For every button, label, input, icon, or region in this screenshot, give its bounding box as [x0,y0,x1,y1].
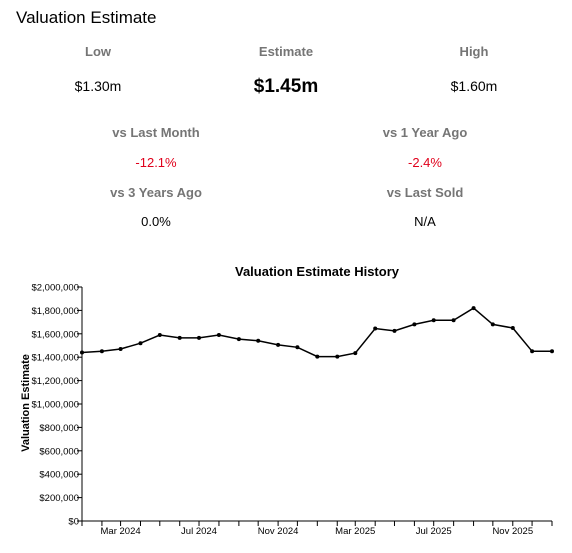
y-tick-label: $1,200,000 [31,376,79,387]
data-point [197,335,201,340]
data-point [138,341,143,346]
data-point [276,342,281,347]
low-value: $1.30m [74,78,122,94]
data-point [335,354,340,359]
data-point [157,333,162,337]
data-point [295,345,300,350]
y-tick-label: $800,000 [39,423,79,434]
plot-area [80,306,554,359]
x-tick-label: Jul 2025 [416,526,452,537]
y-tick-label: $2,000,000 [31,283,79,294]
y-tick-label: $600,000 [39,446,79,457]
data-point [392,328,397,333]
estimate-label: Estimate [258,44,314,59]
data-point [373,326,378,331]
series-line [81,307,552,358]
x-tick-label: Jul 2024 [181,526,217,537]
data-point [451,318,456,323]
high-label: High [459,44,489,59]
vs-3-years-ago-value: 0.0% [141,214,171,229]
data-point [490,322,495,327]
y-tick-label: $1,600,000 [31,329,79,340]
data-point [550,349,554,354]
data-point [412,322,417,327]
vs-1-year-ago-label: vs 1 Year Ago [382,125,468,140]
data-point [80,350,84,355]
y-tick-label: $400,000 [39,470,79,481]
vs-1-year-ago-value: -2.4% [408,155,442,170]
y-tick-label: $1,800,000 [31,306,79,317]
y-tick-label: $200,000 [39,493,79,504]
low-label: Low [85,44,111,59]
vs-last-month-value: -12.1% [135,155,177,170]
y-tick-label: $0 [68,517,79,528]
data-point [471,306,476,311]
vs-last-month-label: vs Last Month [112,125,200,140]
estimate-value: $1.45m [253,76,319,97]
data-point [177,335,182,340]
y-axis-label: Valuation Estimate [20,354,32,452]
chart-title: Valuation Estimate History [235,264,400,279]
data-point [118,347,123,351]
vs-last-sold-value: N/A [414,214,436,229]
x-axis: Mar 2024 Jul 2024 Nov 2024 Mar 2025 Jul 2025… [81,520,553,537]
vs-last-sold-label: vs Last Sold [386,185,464,200]
data-point [530,349,535,354]
y-tick-label: $1,400,000 [31,353,79,364]
x-tick-label: Nov 2024 [258,526,299,537]
valuation-history-chart: Valuation Estimate History Valuation Est… [20,264,554,537]
data-point [431,318,436,323]
y-axis: $0 $200,000 $400,000 $600,000 $800,000 $1,000… [31,283,83,528]
y-tick-label: $1,000,000 [31,400,79,411]
vs-3-years-ago-label: vs 3 Years Ago [110,185,202,200]
x-tick-label: Mar 2025 [335,526,375,537]
data-point [236,337,241,342]
data-point [256,338,261,343]
x-tick-label: Nov 2025 [492,526,533,537]
data-point [353,351,358,356]
x-tick-label: Mar 2024 [101,526,141,537]
data-point [315,354,320,359]
data-point [510,326,515,330]
page-title: Valuation Estimate [16,8,157,27]
high-value: $1.60m [450,78,498,94]
data-point [99,349,104,354]
data-point [216,333,221,337]
